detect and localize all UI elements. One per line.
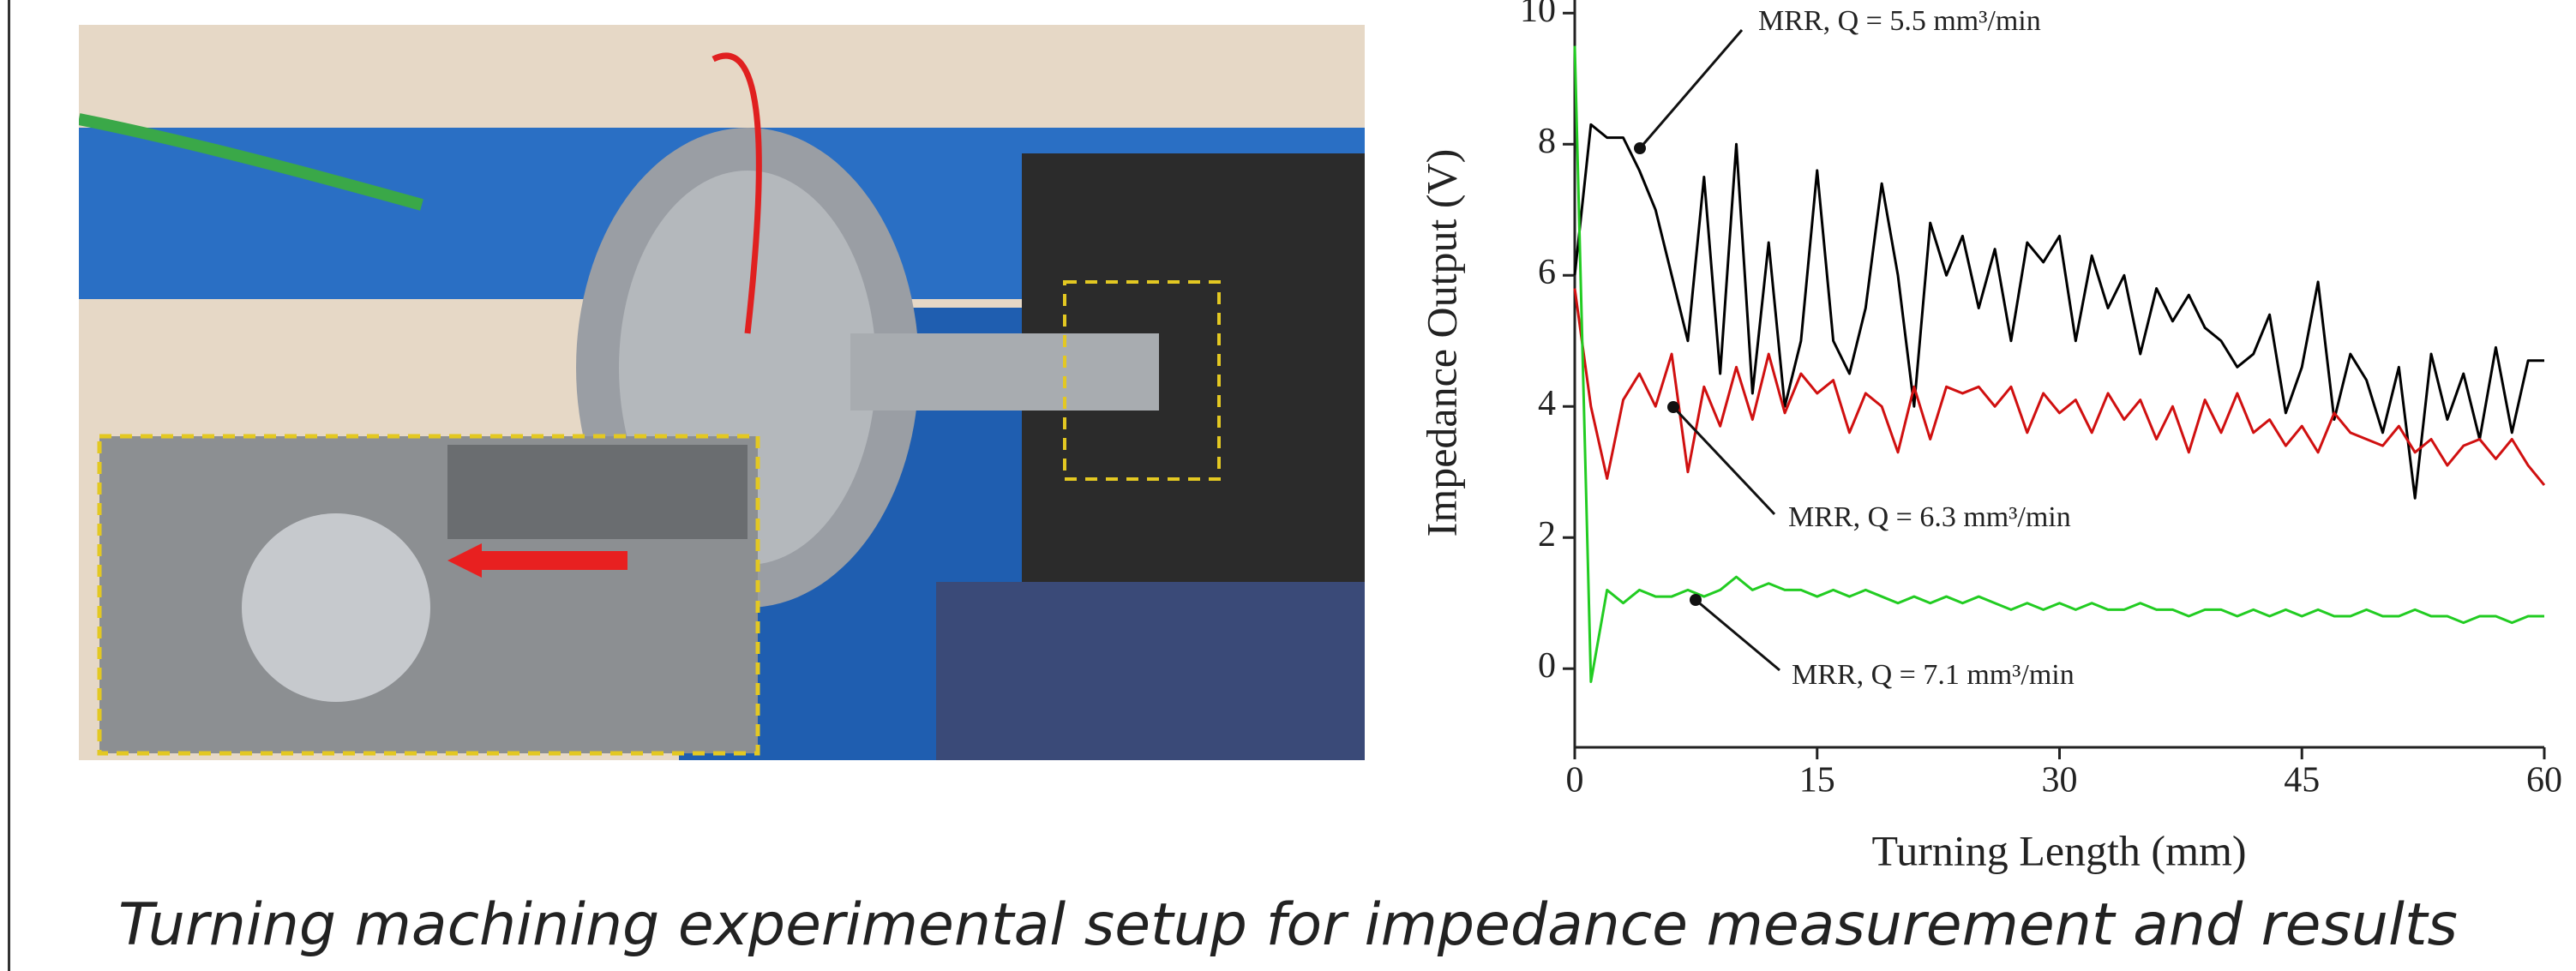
x-axis-label: Turning Length (mm): [1871, 826, 2246, 874]
y-tick-label: 8: [1538, 122, 1556, 161]
y-tick-label: 10: [1520, 0, 1556, 30]
y-tick-label: 6: [1538, 253, 1556, 292]
annotation-dot: [1667, 401, 1679, 413]
annotation-leader: [1638, 29, 1744, 149]
series-annotation: MRR, Q = 5.5 mm³/min: [1758, 5, 2041, 37]
y-tick-label: 0: [1538, 646, 1556, 686]
y-tick-label: 4: [1538, 384, 1556, 423]
annotation-dot: [1690, 594, 1702, 606]
border: [8, 0, 10, 971]
x-tick-label: 0: [1566, 761, 1584, 800]
series-line: [1573, 288, 2546, 486]
x-tick-label: 15: [1799, 761, 1835, 800]
x-tick-label: 60: [2526, 761, 2562, 800]
series-line: [1573, 123, 2544, 500]
y-tick-label: 2: [1538, 515, 1556, 554]
series-line: [1573, 45, 2544, 684]
series-annotation: MRR, Q = 6.3 mm³/min: [1788, 501, 2071, 533]
x-tick-label: 30: [2042, 761, 2078, 800]
series-annotation: MRR, Q = 7.1 mm³/min: [1792, 659, 2075, 691]
annotation-leader: [1695, 598, 1780, 672]
photo: [79, 25, 1365, 760]
annotation-dot: [1634, 142, 1646, 154]
y-axis-label: Impedance Output (V): [1417, 149, 1465, 537]
caption: Turning machining experimental setup for…: [118, 891, 2458, 959]
chart: Impedance Output (V) Turning Length (mm)…: [1417, 0, 2562, 874]
annotation-leader: [1672, 405, 1776, 516]
x-tick-label: 45: [2284, 761, 2320, 800]
